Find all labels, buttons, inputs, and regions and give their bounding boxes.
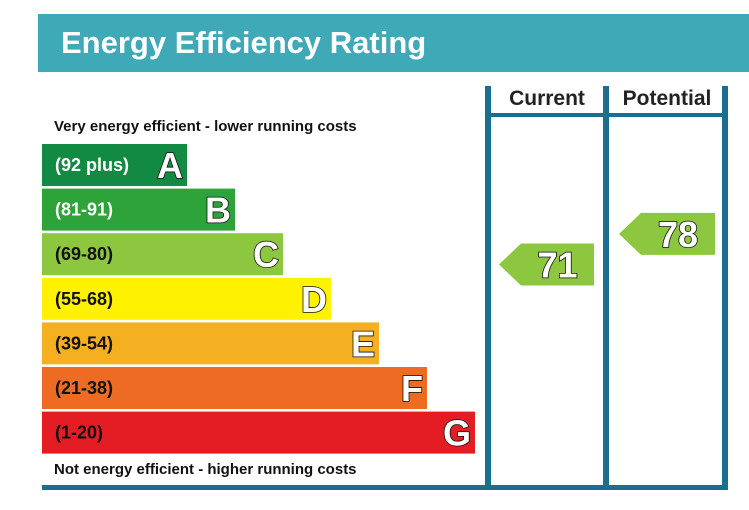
frame-left-line bbox=[485, 86, 491, 490]
current-rating-arrow-shape bbox=[499, 243, 594, 286]
frame-bottom-line bbox=[42, 485, 728, 490]
potential-rating-arrow-shape bbox=[619, 212, 715, 255]
chart-title: Energy Efficiency Rating bbox=[61, 25, 426, 60]
band-d-letter: D bbox=[301, 279, 327, 320]
band-f-range: (21-38) bbox=[55, 378, 113, 398]
band-b: (81-91) B bbox=[42, 188, 235, 231]
potential-column-header: Potential bbox=[623, 87, 712, 110]
frame-middle-line bbox=[603, 86, 609, 490]
band-b-range: (81-91) bbox=[55, 200, 113, 220]
band-e: (39-54) E bbox=[42, 322, 379, 365]
band-g-range: (1-20) bbox=[55, 423, 103, 443]
band-c-bar bbox=[42, 233, 283, 276]
band-f: (21-38) F bbox=[42, 367, 427, 410]
band-e-bar bbox=[42, 322, 379, 365]
potential-rating-arrow: 78 bbox=[619, 212, 715, 256]
rating-bands: (92 plus) A(81-91) B(69-80) C(55-68) D(39-54… bbox=[42, 144, 475, 454]
band-f-letter: F bbox=[401, 368, 423, 409]
frame-header-line bbox=[488, 113, 725, 117]
band-a: (92 plus) A bbox=[42, 144, 187, 187]
band-c: (69-80) C bbox=[42, 233, 283, 276]
current-rating-arrow: 71 bbox=[499, 243, 594, 286]
band-g-bar bbox=[42, 411, 475, 454]
band-a-bar bbox=[42, 144, 187, 186]
band-g-letter: G bbox=[443, 413, 471, 454]
bottom-note: Not energy efficient - higher running co… bbox=[54, 461, 357, 478]
potential-rating-value: 78 bbox=[658, 214, 698, 255]
band-d-bar bbox=[42, 277, 331, 320]
band-d: (55-68) D bbox=[42, 277, 331, 321]
title-banner bbox=[38, 14, 749, 72]
current-rating-value: 71 bbox=[537, 244, 577, 285]
band-a-letter: A bbox=[157, 145, 183, 186]
rating-frame bbox=[42, 86, 728, 490]
band-b-bar bbox=[42, 188, 235, 231]
current-column-header: Current bbox=[509, 87, 585, 110]
band-e-letter: E bbox=[351, 323, 375, 364]
band-e-range: (39-54) bbox=[55, 333, 113, 353]
band-a-range: (92 plus) bbox=[55, 155, 129, 175]
frame-right-line bbox=[722, 86, 728, 490]
band-c-range: (69-80) bbox=[55, 244, 113, 264]
band-c-letter: C bbox=[253, 234, 279, 275]
band-d-range: (55-68) bbox=[55, 289, 113, 309]
band-b-letter: B bbox=[205, 190, 231, 231]
top-note: Very energy efficient - lower running co… bbox=[54, 118, 357, 135]
band-g: (1-20) G bbox=[42, 411, 475, 454]
band-f-bar bbox=[42, 367, 427, 409]
